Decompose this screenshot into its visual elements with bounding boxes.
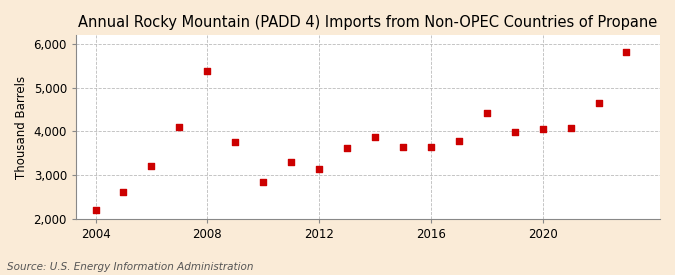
Point	[258, 179, 269, 184]
Text: Source: U.S. Energy Information Administration: Source: U.S. Energy Information Administ…	[7, 262, 253, 272]
Point	[481, 111, 492, 115]
Point	[593, 101, 604, 105]
Point	[621, 50, 632, 54]
Point	[90, 208, 101, 212]
Point	[565, 126, 576, 131]
Point	[286, 160, 296, 164]
Point	[370, 134, 381, 139]
Point	[230, 140, 241, 144]
Point	[510, 130, 520, 134]
Point	[342, 146, 352, 150]
Point	[537, 127, 548, 131]
Point	[174, 125, 185, 129]
Point	[425, 144, 436, 149]
Point	[146, 164, 157, 169]
Point	[118, 189, 129, 194]
Point	[314, 167, 325, 171]
Point	[202, 69, 213, 73]
Point	[454, 139, 464, 143]
Y-axis label: Thousand Barrels: Thousand Barrels	[15, 75, 28, 178]
Title: Annual Rocky Mountain (PADD 4) Imports from Non-OPEC Countries of Propane: Annual Rocky Mountain (PADD 4) Imports f…	[78, 15, 657, 30]
Point	[398, 144, 408, 149]
